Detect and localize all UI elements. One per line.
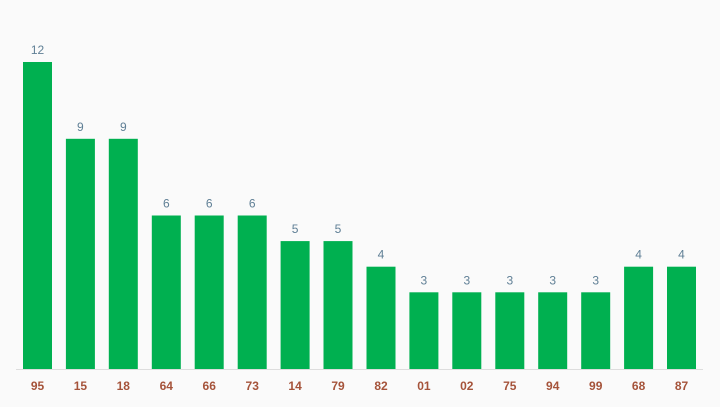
bar-68 — [624, 266, 654, 369]
x-tick-label-02: 02 — [460, 379, 474, 393]
bar-75 — [495, 292, 525, 370]
value-label-14: 5 — [292, 222, 299, 236]
x-tick-label-01: 01 — [417, 379, 431, 393]
x-tick-label-99: 99 — [589, 379, 603, 393]
bar-01 — [409, 292, 439, 370]
value-label-15: 9 — [77, 120, 84, 134]
value-label-01: 3 — [421, 273, 428, 287]
bar-79 — [323, 241, 353, 369]
bar-15 — [65, 138, 95, 370]
x-tick-label-68: 68 — [632, 379, 646, 393]
x-tick-label-95: 95 — [31, 379, 45, 393]
value-label-73: 6 — [249, 197, 256, 211]
bar-02 — [452, 292, 482, 370]
bar-18 — [108, 138, 138, 370]
x-tick-label-14: 14 — [288, 379, 302, 393]
x-tick-label-82: 82 — [374, 379, 388, 393]
value-label-95: 12 — [31, 43, 45, 57]
bar-82 — [366, 266, 396, 369]
x-tick-label-18: 18 — [117, 379, 131, 393]
value-label-87: 4 — [678, 248, 685, 262]
value-label-66: 6 — [206, 197, 213, 211]
bar-14 — [280, 241, 310, 369]
value-label-18: 9 — [120, 120, 127, 134]
x-tick-label-75: 75 — [503, 379, 517, 393]
x-tick-label-64: 64 — [160, 379, 174, 393]
x-tick-labels-group: 95 15 18 64 66 73 14 79 82 01 02 75 94 99 68 87 — [31, 379, 689, 393]
bar-95 — [23, 62, 52, 369]
value-label-68: 4 — [635, 248, 642, 262]
x-tick-label-15: 15 — [74, 379, 88, 393]
value-label-64: 6 — [163, 197, 170, 211]
value-labels-group: 12 9 9 6 6 6 5 5 4 3 3 3 3 3 4 4 — [31, 43, 685, 287]
x-tick-label-94: 94 — [546, 379, 560, 393]
value-label-94: 3 — [549, 273, 556, 287]
x-tick-label-87: 87 — [675, 379, 689, 393]
x-tick-label-79: 79 — [331, 379, 345, 393]
value-label-99: 3 — [592, 273, 599, 287]
value-label-82: 4 — [378, 248, 385, 262]
value-label-02: 3 — [463, 273, 470, 287]
value-label-75: 3 — [506, 273, 513, 287]
bar-73 — [237, 215, 267, 369]
bar-66 — [194, 215, 224, 369]
value-label-79: 5 — [335, 222, 342, 236]
x-tick-label-66: 66 — [203, 379, 217, 393]
bar-94 — [538, 292, 568, 370]
bar-87 — [667, 266, 696, 369]
x-tick-label-73: 73 — [246, 379, 260, 393]
bar-99 — [581, 292, 611, 370]
bar-64 — [151, 215, 181, 369]
bars-group — [23, 62, 696, 370]
